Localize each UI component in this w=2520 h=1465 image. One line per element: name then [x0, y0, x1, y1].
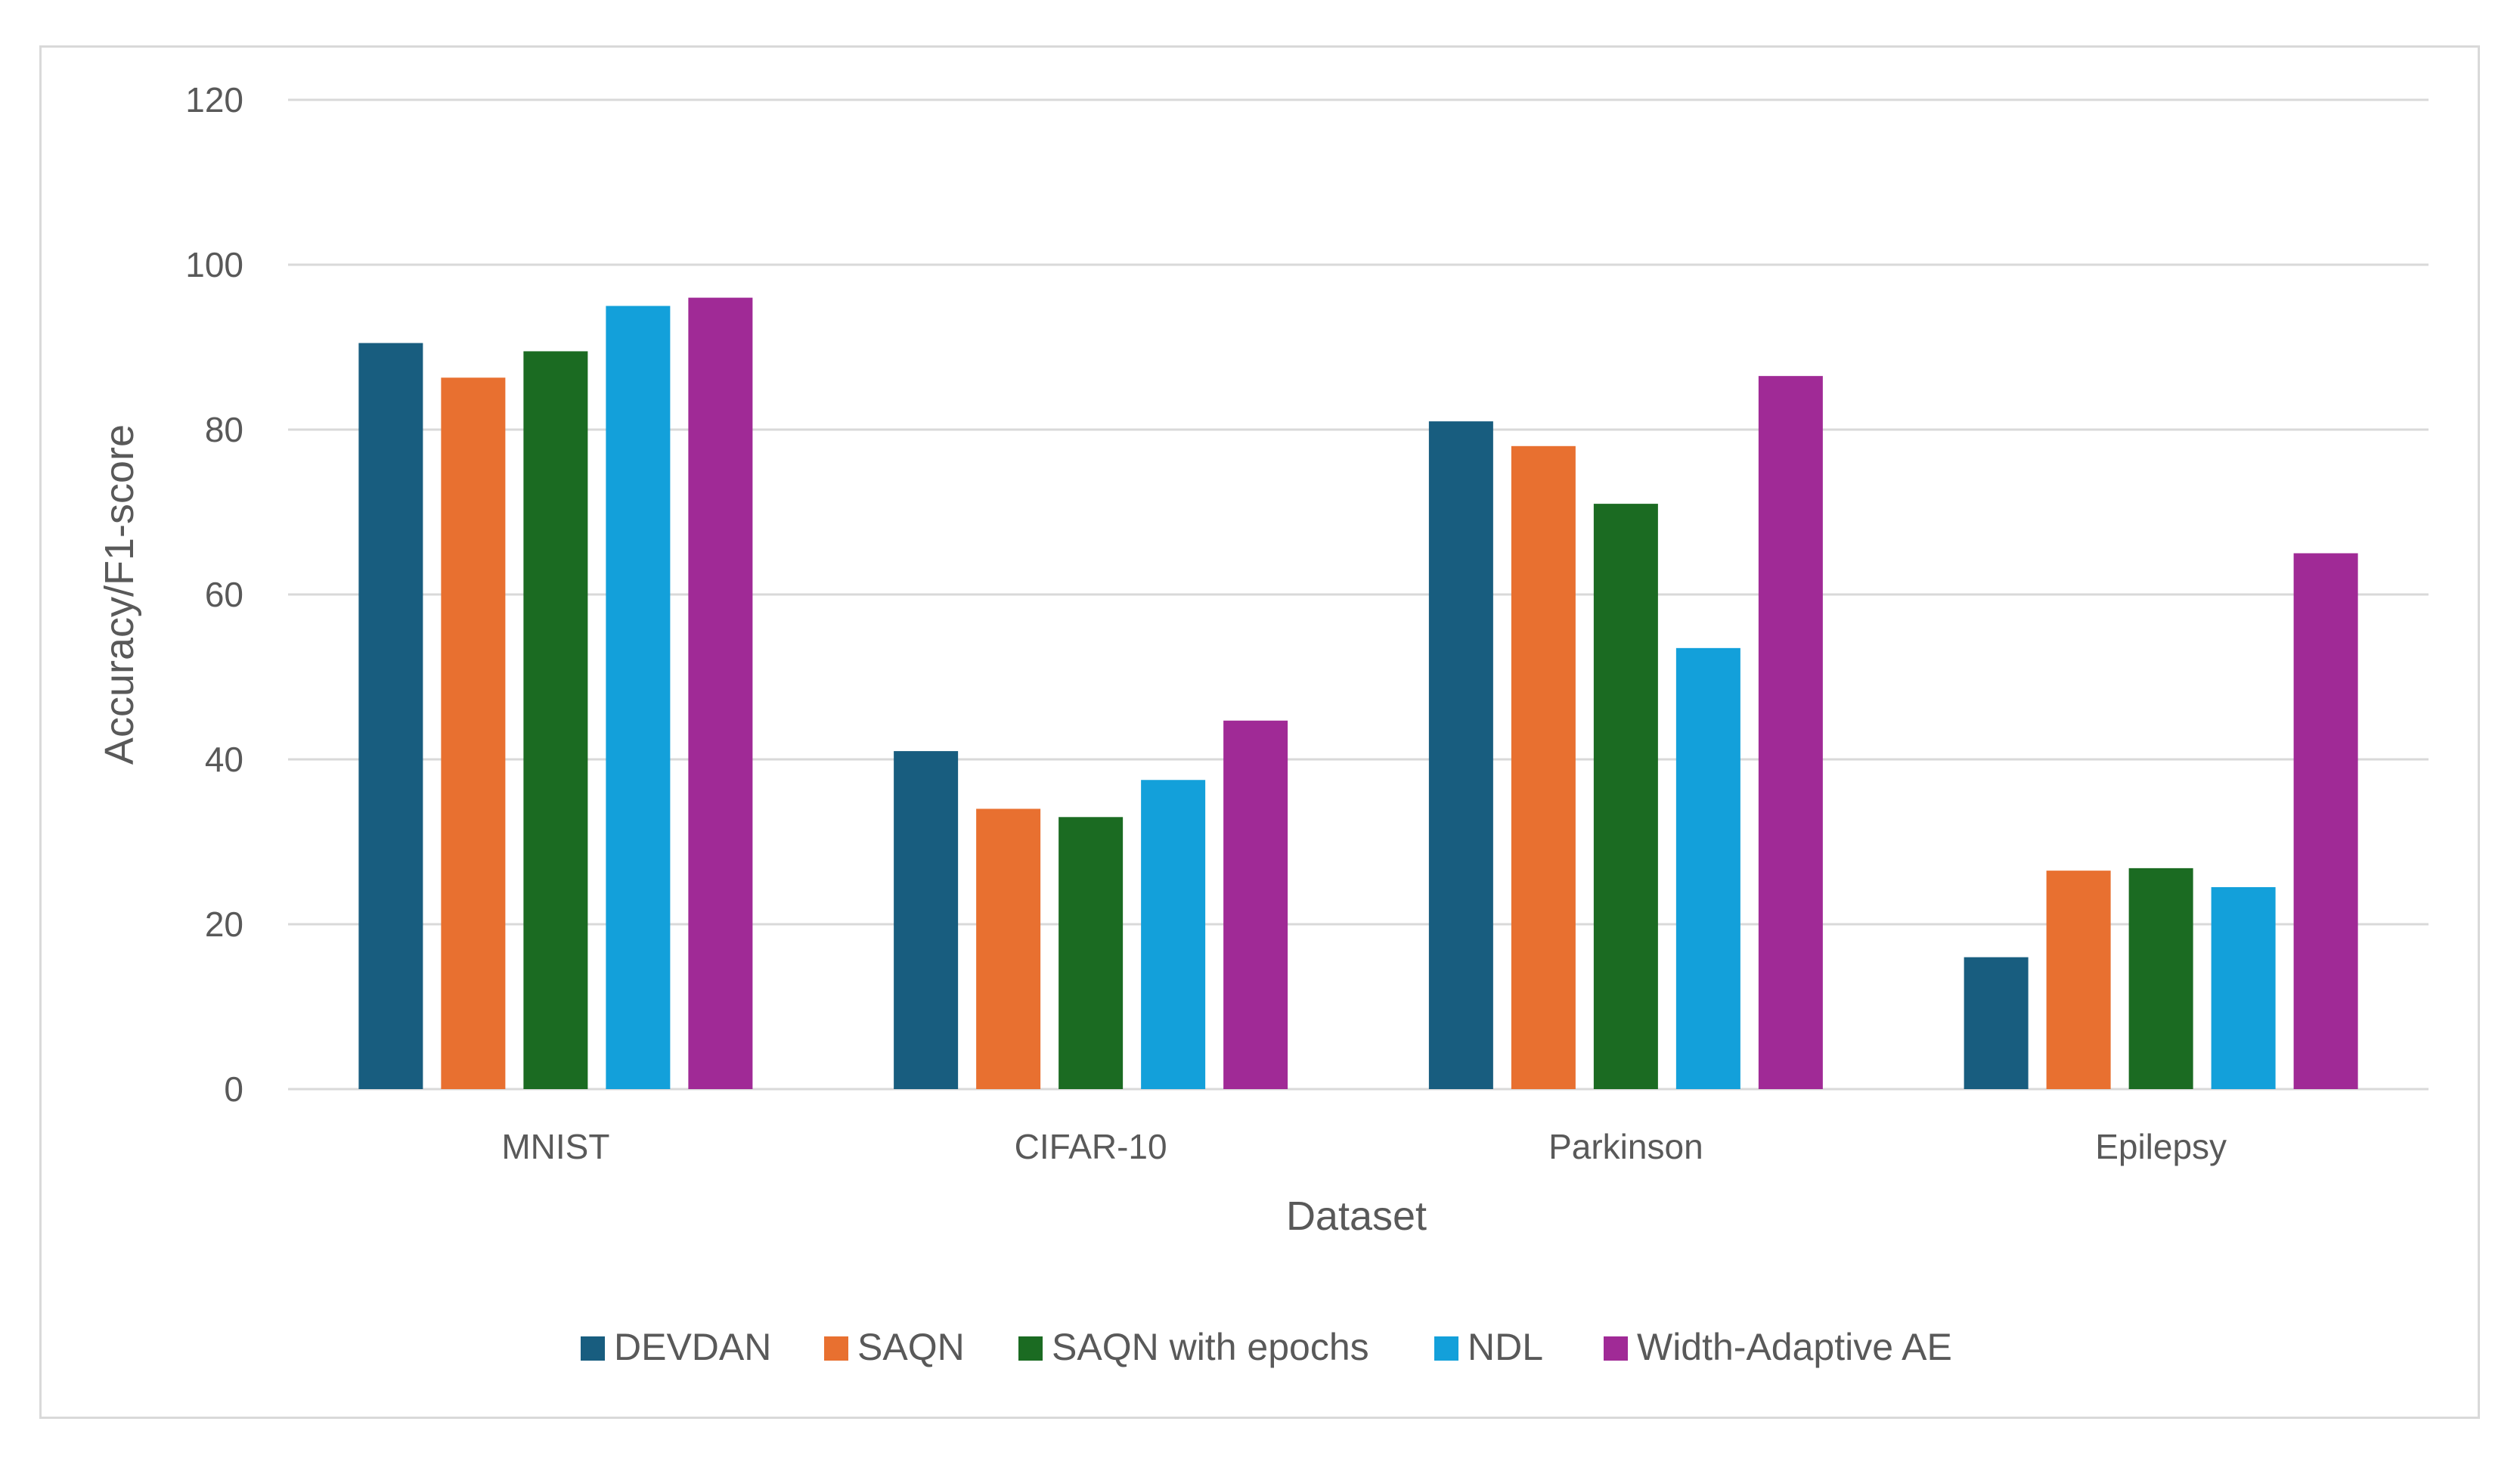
legend-label: NDL	[1468, 1326, 1543, 1368]
bar-mnist-devdan	[358, 343, 423, 1089]
legend-label: Width-Adaptive AE	[1637, 1326, 1952, 1368]
bar-parkinson-devdan	[1428, 421, 1493, 1089]
bar-epilepsy-devdan	[1964, 957, 2029, 1089]
bar-parkinson-ndl	[1675, 647, 1740, 1089]
bar-mnist-saqn	[441, 377, 506, 1090]
y-tick-label: 120	[185, 80, 243, 119]
legend: DEVDAN SAQN SAQN with epochs NDL Width-Adapt…	[581, 1326, 1952, 1368]
bar-epilepsy-saqn	[2046, 871, 2111, 1089]
legend-swatch	[1434, 1336, 1458, 1361]
bar-cifar-10-ndl	[1141, 780, 1206, 1089]
bar-epilepsy-ndl	[2211, 886, 2276, 1089]
bar-mnist-saqn-with-epochs	[523, 351, 588, 1089]
legend-swatch	[824, 1336, 848, 1361]
legend-label: SAQN	[857, 1326, 965, 1368]
y-tick-label: 100	[185, 245, 243, 284]
bar-cifar-10-saqn	[976, 809, 1041, 1089]
legend-label: DEVDAN	[614, 1326, 771, 1368]
bar-cifar-10-width-adaptive-ae	[1223, 720, 1288, 1089]
x-tick-label: MNIST	[501, 1127, 609, 1166]
x-axis-title: Dataset	[1286, 1193, 1427, 1239]
y-axis-title: Accuracy/F1-score	[97, 424, 142, 765]
y-tick-label: 0	[224, 1069, 243, 1109]
bar-parkinson-saqn	[1511, 445, 1576, 1089]
bar-mnist-width-adaptive-ae	[688, 297, 753, 1090]
legend-label: SAQN with epochs	[1052, 1326, 1369, 1368]
y-tick-label: 60	[205, 575, 243, 614]
x-axis-ticks: MNIST CIFAR-10 Parkinson Epilepsy	[501, 1127, 2227, 1166]
bar-epilepsy-width-adaptive-ae	[2293, 553, 2358, 1089]
legend-swatch	[581, 1336, 605, 1361]
x-tick-label: Parkinson	[1548, 1127, 1703, 1166]
legend-swatch	[1604, 1336, 1628, 1361]
y-axis-ticks: 0 20 40 60 80 100 120	[185, 80, 243, 1109]
legend-item: SAQN	[824, 1326, 965, 1368]
legend-item: SAQN with epochs	[1018, 1326, 1369, 1368]
legend-item: Width-Adaptive AE	[1604, 1326, 1952, 1368]
x-tick-label: CIFAR-10	[1015, 1127, 1167, 1166]
bar-parkinson-saqn-with-epochs	[1593, 504, 1658, 1089]
bars	[358, 297, 2358, 1090]
legend-item: DEVDAN	[581, 1326, 771, 1368]
legend-item: NDL	[1434, 1326, 1543, 1368]
bar-mnist-ndl	[606, 306, 671, 1089]
bar-cifar-10-devdan	[894, 751, 959, 1089]
y-tick-label: 20	[205, 905, 243, 944]
x-tick-label: Epilepsy	[2095, 1127, 2227, 1166]
y-tick-label: 80	[205, 410, 243, 449]
bar-cifar-10-saqn-with-epochs	[1059, 817, 1124, 1089]
bar-parkinson-width-adaptive-ae	[1758, 376, 1823, 1089]
bar-epilepsy-saqn-with-epochs	[2128, 868, 2193, 1089]
legend-swatch	[1018, 1336, 1043, 1361]
y-tick-label: 40	[205, 740, 243, 779]
